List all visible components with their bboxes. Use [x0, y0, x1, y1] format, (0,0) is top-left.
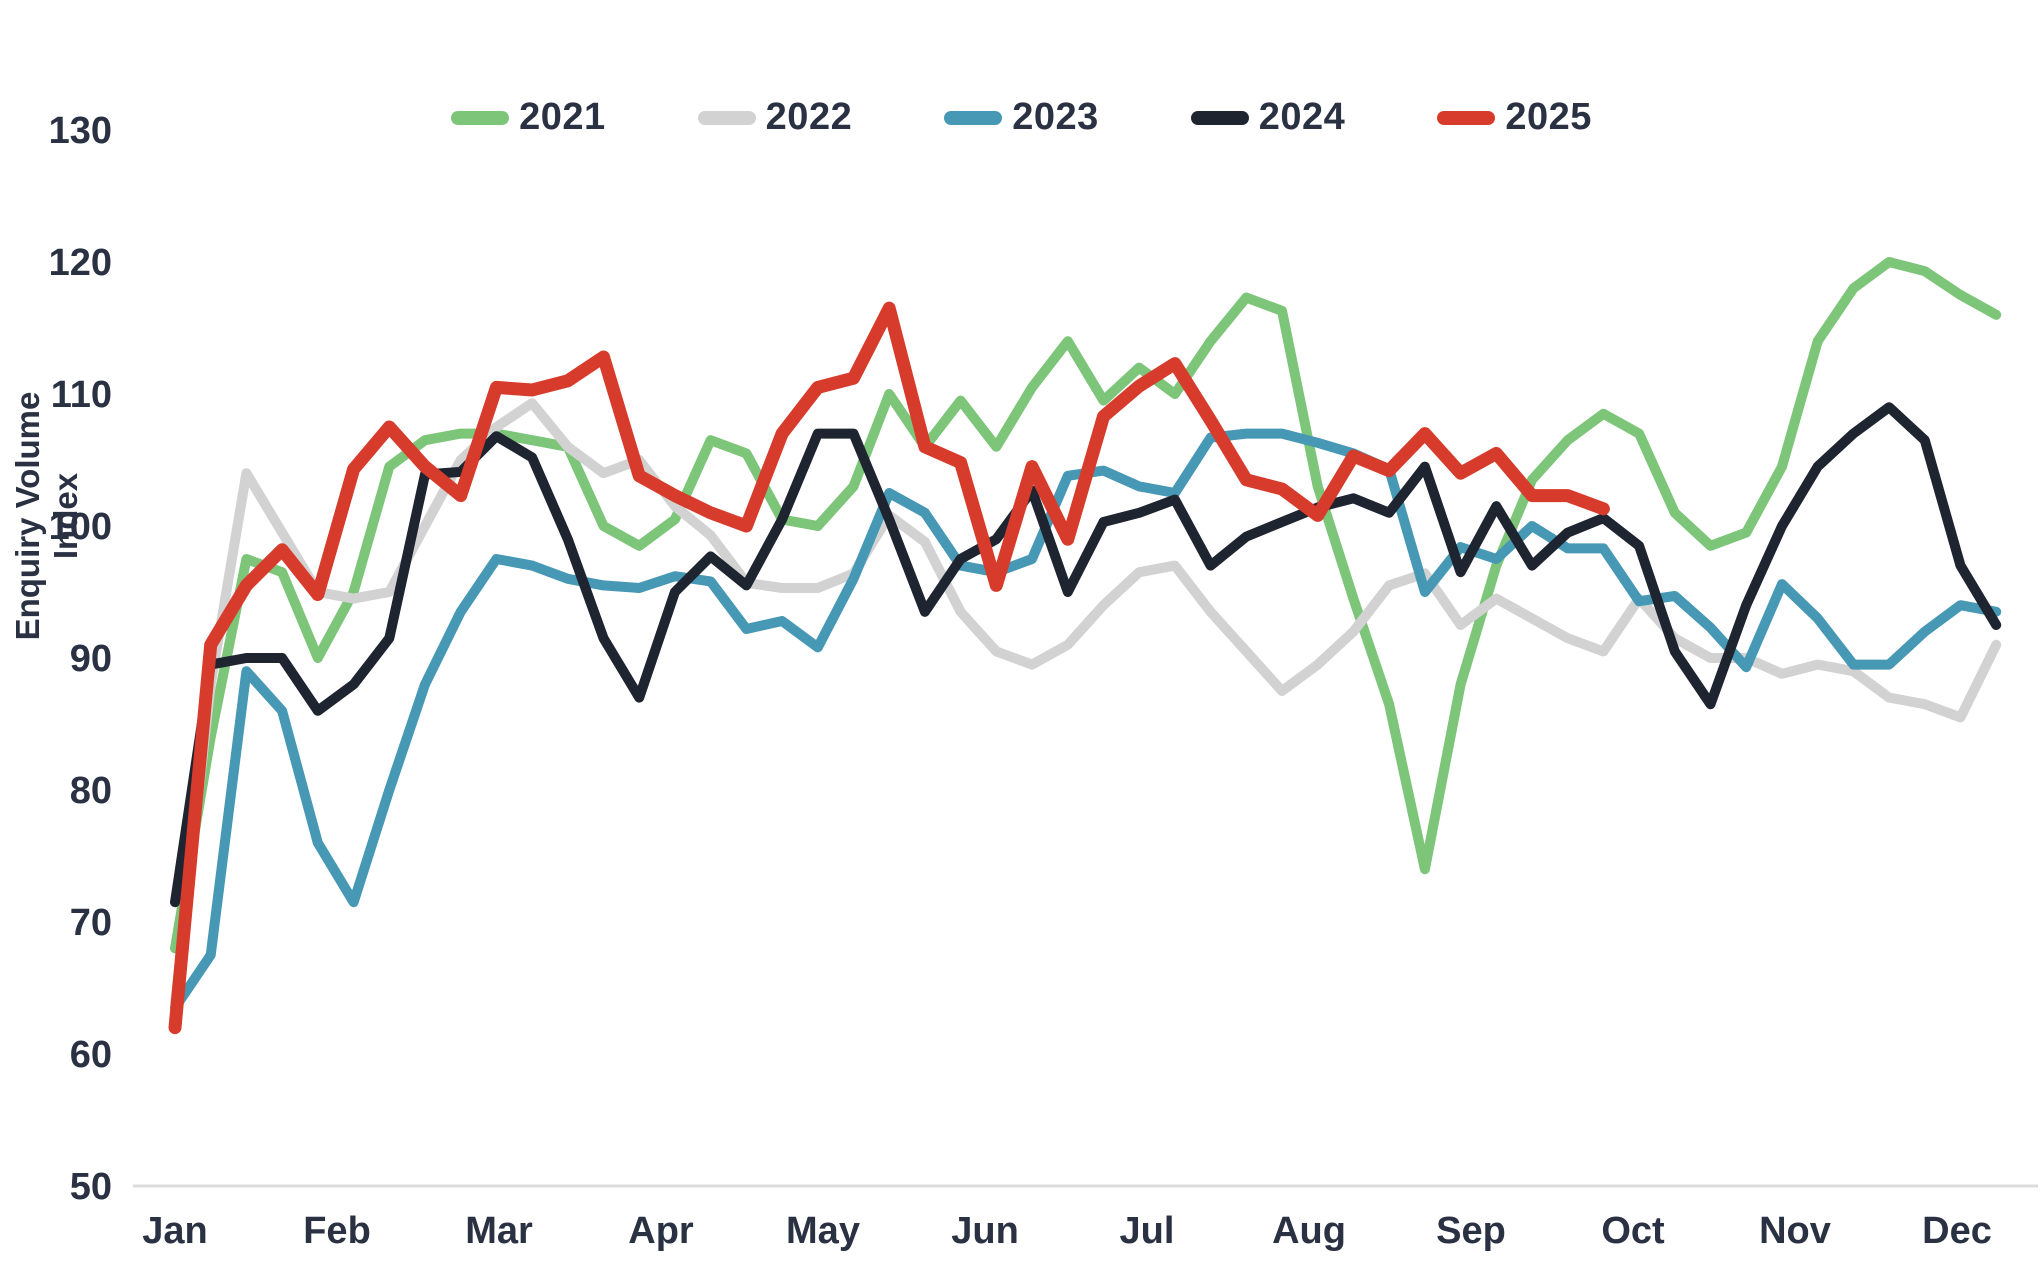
y-tick-label-60: 60 — [70, 1034, 112, 1076]
y-tick-label-110: 110 — [51, 374, 112, 416]
x-tick-label-mar: Mar — [465, 1210, 533, 1252]
x-tick-label-feb: Feb — [303, 1210, 371, 1252]
legend-label-2022: 2022 — [765, 96, 853, 138]
x-tick-label-jun: Jun — [951, 1210, 1019, 1252]
x-tick-label-sep: Sep — [1436, 1210, 1506, 1252]
series-line-2025 — [168, 301, 1610, 1035]
x-tick-label-may: May — [786, 1210, 860, 1252]
x-tick-label-apr: Apr — [628, 1210, 694, 1252]
y-tick-label-130: 130 — [49, 110, 112, 152]
y-tick-label-70: 70 — [70, 902, 112, 944]
x-tick-label-oct: Oct — [1601, 1210, 1665, 1252]
chart-legend: 2021 2022 2023 2024 2025 — [0, 96, 2043, 139]
y-tick-label-80: 80 — [70, 770, 112, 812]
x-tick-label-jul: Jul — [1120, 1210, 1175, 1252]
legend-item-2023: 2023 — [944, 96, 1099, 139]
x-tick-label-nov: Nov — [1759, 1210, 1831, 1252]
legend-label-2021: 2021 — [519, 96, 606, 138]
y-tick-label-100: 100 — [49, 506, 112, 548]
legend-swatch-2021 — [451, 110, 510, 125]
legend-label-2025: 2025 — [1505, 96, 1592, 138]
y-tick-label-90: 90 — [70, 638, 112, 680]
series-line-2023 — [170, 428, 2002, 1013]
legend-item-2024: 2024 — [1190, 96, 1346, 139]
legend-item-2021: 2021 — [451, 96, 606, 139]
x-tick-label-jan: Jan — [142, 1210, 207, 1252]
x-tick-label-dec: Dec — [1922, 1210, 1992, 1252]
series-line-2021 — [170, 257, 2002, 954]
y-tick-label-50: 50 — [70, 1166, 112, 1208]
y-axis-title: Enquiry Volume Index — [9, 391, 84, 641]
legend-item-2022: 2022 — [697, 96, 853, 139]
x-tick-label-aug: Aug — [1272, 1210, 1346, 1252]
legend-swatch-2023 — [944, 110, 1003, 125]
legend-label-2024: 2024 — [1258, 96, 1346, 138]
legend-swatch-2024 — [1190, 110, 1249, 125]
legend-item-2025: 2025 — [1437, 96, 1592, 139]
y-tick-label-120: 120 — [49, 242, 112, 284]
legend-swatch-2025 — [1437, 110, 1496, 125]
legend-label-2023: 2023 — [1012, 96, 1099, 138]
legend-swatch-2022 — [697, 110, 756, 125]
